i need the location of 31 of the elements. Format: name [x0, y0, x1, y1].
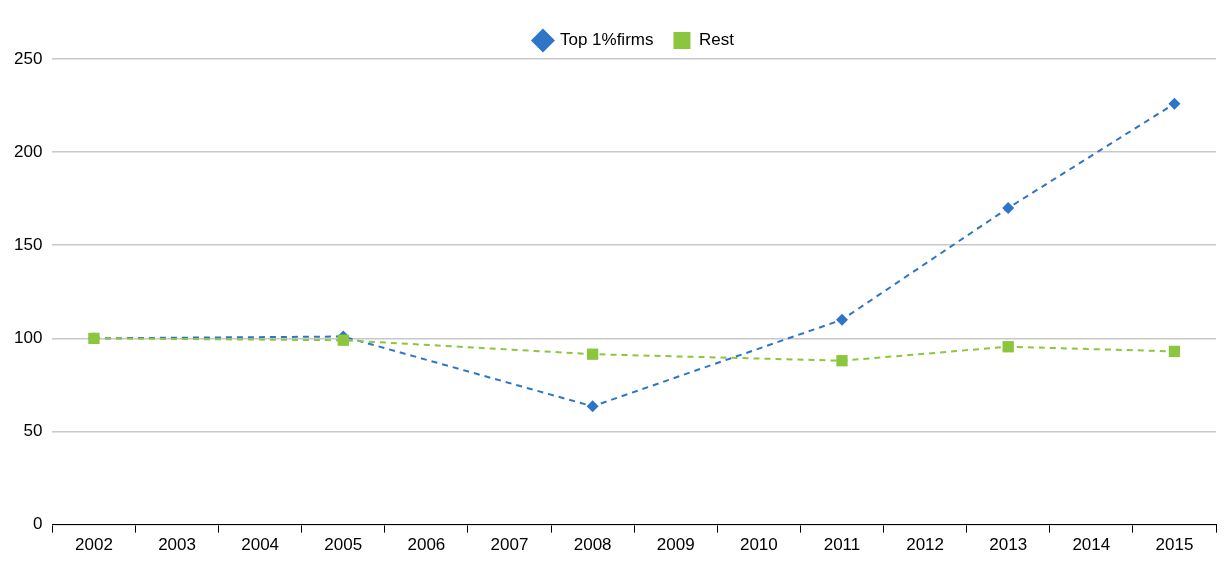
- x-tick-label: 2007: [490, 535, 529, 555]
- x-tick-label: 2014: [1072, 535, 1111, 555]
- x-tick-label: 2010: [739, 535, 778, 555]
- point: [1168, 345, 1181, 358]
- x-tick-label: 2013: [989, 535, 1028, 555]
- y-tick-label: 150: [13, 234, 43, 254]
- point: [337, 334, 349, 346]
- x-tick-label: 2002: [75, 535, 113, 555]
- point: [836, 355, 848, 367]
- x-tick-label: 2003: [158, 535, 196, 555]
- x-tick-label: 2008: [573, 535, 612, 555]
- x-tick-label: 2009: [656, 535, 695, 555]
- legend-label: Top 1%firms: [559, 30, 654, 50]
- y-tick-label: 100: [13, 328, 43, 348]
- x-tick-label: 2015: [1155, 535, 1194, 555]
- x-tick-label: 2012: [906, 535, 945, 555]
- x-tick-label: 2006: [407, 535, 446, 555]
- x-tick-label: 2011: [823, 535, 861, 555]
- point: [1002, 201, 1015, 214]
- y-tick-label: 0: [32, 514, 43, 534]
- y-tick-label: 250: [13, 48, 43, 68]
- y-tick-label: 50: [23, 421, 43, 441]
- y-tick-label: 200: [13, 141, 43, 161]
- legend-label: Rest: [698, 30, 735, 50]
- point: [1002, 341, 1014, 353]
- point: [1168, 97, 1181, 110]
- point: [586, 348, 599, 360]
- point: [586, 400, 599, 413]
- x-tick-label: 2004: [241, 535, 280, 555]
- x-tick-label: 2005: [324, 535, 363, 555]
- point: [835, 313, 848, 326]
